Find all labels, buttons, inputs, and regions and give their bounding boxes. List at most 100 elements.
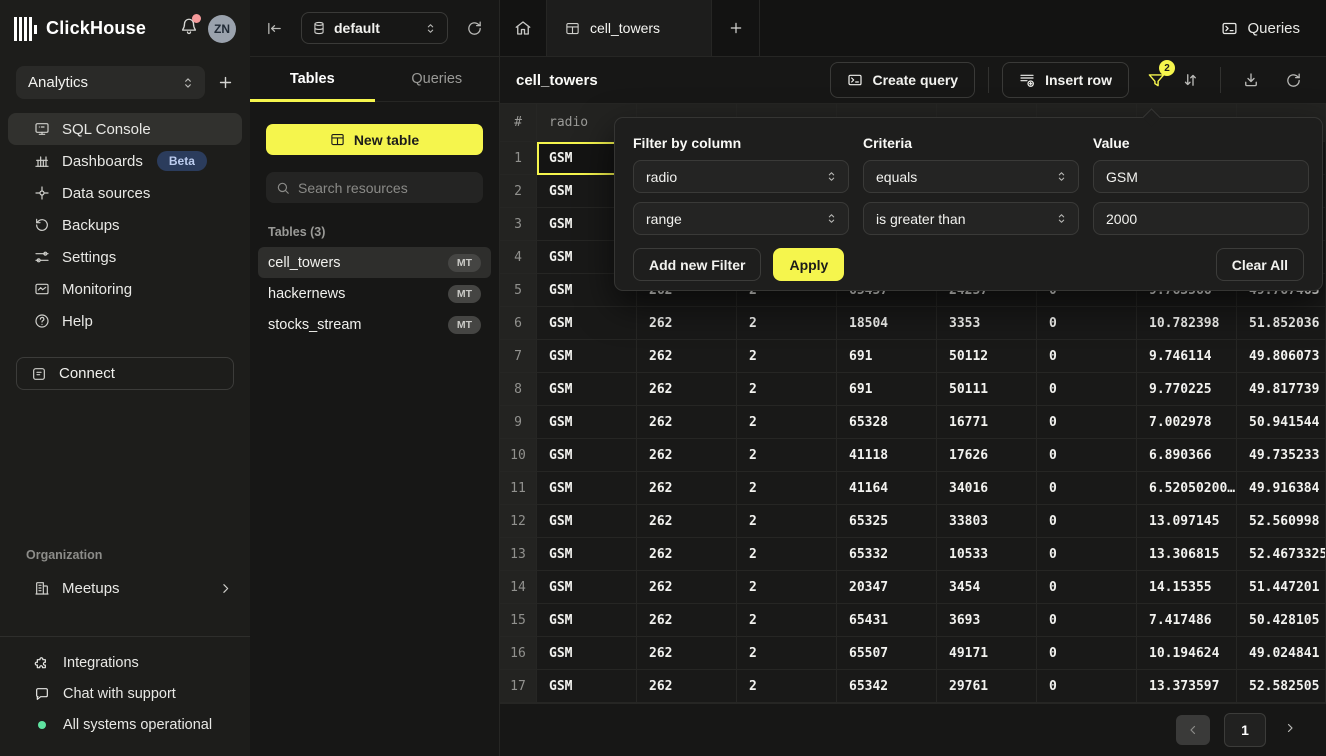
data-cell[interactable]: 262 xyxy=(637,340,737,373)
data-cell[interactable]: GSM xyxy=(537,538,637,571)
data-cell[interactable]: 13.373597 xyxy=(1137,670,1237,703)
data-cell[interactable]: 2 xyxy=(737,505,837,538)
data-cell[interactable]: 2 xyxy=(737,373,837,406)
data-cell[interactable]: 0 xyxy=(1037,505,1137,538)
data-cell[interactable]: GSM xyxy=(537,406,637,439)
data-cell[interactable]: 262 xyxy=(637,406,737,439)
data-cell[interactable]: 691 xyxy=(837,340,937,373)
workspace-select[interactable]: Analytics xyxy=(16,66,205,99)
data-cell[interactable]: 262 xyxy=(637,670,737,703)
sidebar-item-monitoring[interactable]: Monitoring xyxy=(8,273,242,305)
table-list-item-cell_towers[interactable]: cell_towers MT xyxy=(258,247,491,278)
data-cell[interactable]: GSM xyxy=(537,307,637,340)
row-index-cell[interactable]: 13 xyxy=(500,538,537,571)
data-cell[interactable]: 6.890366 xyxy=(1137,439,1237,472)
data-cell[interactable]: 17626 xyxy=(937,439,1037,472)
data-cell[interactable]: 13.097145 xyxy=(1137,505,1237,538)
data-cell[interactable]: 65431 xyxy=(837,604,937,637)
apply-filters-button[interactable]: Apply xyxy=(773,248,845,281)
data-cell[interactable]: 0 xyxy=(1037,406,1137,439)
row-index-cell[interactable]: 17 xyxy=(500,670,537,703)
data-cell[interactable]: 65328 xyxy=(837,406,937,439)
data-cell[interactable]: 2 xyxy=(737,538,837,571)
add-filter-button[interactable]: Add new Filter xyxy=(633,248,762,281)
data-cell[interactable]: 0 xyxy=(1037,340,1137,373)
data-cell[interactable]: 49.916384 xyxy=(1237,472,1326,505)
data-cell[interactable]: 3353 xyxy=(937,307,1037,340)
data-cell[interactable]: 262 xyxy=(637,439,737,472)
data-cell[interactable]: 65332 xyxy=(837,538,937,571)
row-index-cell[interactable]: 14 xyxy=(500,571,537,604)
row-index-cell[interactable]: 4 xyxy=(500,241,537,274)
data-cell[interactable]: 2 xyxy=(737,307,837,340)
data-cell[interactable]: GSM xyxy=(537,604,637,637)
filter-criteria-select[interactable]: equals xyxy=(863,160,1079,193)
row-index-cell[interactable]: 1 xyxy=(500,142,537,175)
filter-column-select[interactable]: radio xyxy=(633,160,849,193)
data-cell[interactable]: 262 xyxy=(637,571,737,604)
data-cell[interactable]: GSM xyxy=(537,571,637,604)
row-index-cell[interactable]: 16 xyxy=(500,637,537,670)
refresh-data-button[interactable] xyxy=(1276,63,1310,97)
avatar[interactable]: ZN xyxy=(208,14,236,43)
data-cell[interactable]: 2 xyxy=(737,439,837,472)
next-page-button[interactable] xyxy=(1280,717,1300,743)
data-cell[interactable]: 65325 xyxy=(837,505,937,538)
data-cell[interactable]: 0 xyxy=(1037,571,1137,604)
data-cell[interactable]: 2 xyxy=(737,670,837,703)
notifications-bell-icon[interactable] xyxy=(180,14,201,40)
data-cell[interactable]: 262 xyxy=(637,373,737,406)
data-cell[interactable]: 13.306815 xyxy=(1137,538,1237,571)
sidebar-item-data-sources[interactable]: Data sources xyxy=(8,177,242,209)
data-cell[interactable]: 0 xyxy=(1037,307,1137,340)
data-cell[interactable]: 41118 xyxy=(837,439,937,472)
data-cell[interactable]: 6.52050200… xyxy=(1137,472,1237,505)
sidebar-item-backups[interactable]: Backups xyxy=(8,209,242,241)
sidebar-item-meetups[interactable]: Meetups xyxy=(8,572,242,604)
table-list-item-stocks_stream[interactable]: stocks_stream MT xyxy=(258,309,491,340)
new-tab-button[interactable] xyxy=(712,0,760,56)
data-cell[interactable]: 262 xyxy=(637,637,737,670)
data-cell[interactable]: 33803 xyxy=(937,505,1037,538)
table-list-item-hackernews[interactable]: hackernews MT xyxy=(258,278,491,309)
filter-criteria-select[interactable]: is greater than xyxy=(863,202,1079,235)
connect-button[interactable]: Connect xyxy=(16,357,234,390)
data-cell[interactable]: 0 xyxy=(1037,472,1137,505)
row-index-cell[interactable]: 15 xyxy=(500,604,537,637)
filter-button[interactable]: 2 xyxy=(1139,60,1175,97)
data-cell[interactable]: 9.770225 xyxy=(1137,373,1237,406)
row-index-cell[interactable]: 8 xyxy=(500,373,537,406)
filter-value-input[interactable] xyxy=(1093,202,1309,235)
data-cell[interactable]: 262 xyxy=(637,307,737,340)
data-cell[interactable]: 2 xyxy=(737,406,837,439)
sidebar-item-sql-console[interactable]: SQL Console xyxy=(8,113,242,145)
data-cell[interactable]: 10533 xyxy=(937,538,1037,571)
data-cell[interactable]: 52.582505 xyxy=(1237,670,1326,703)
data-cell[interactable]: 49.806073 xyxy=(1237,340,1326,373)
data-cell[interactable]: 52.4673325 xyxy=(1237,538,1326,571)
data-cell[interactable]: 49.817739 xyxy=(1237,373,1326,406)
data-cell[interactable]: 65342 xyxy=(837,670,937,703)
add-service-button[interactable] xyxy=(217,74,234,91)
download-button[interactable] xyxy=(1234,63,1268,97)
data-cell[interactable]: 2 xyxy=(737,340,837,373)
data-cell[interactable]: 0 xyxy=(1037,604,1137,637)
queries-button[interactable]: Queries xyxy=(1195,0,1326,56)
data-cell[interactable]: 51.852036 xyxy=(1237,307,1326,340)
row-index-cell[interactable]: 2 xyxy=(500,175,537,208)
data-cell[interactable]: 49.735233 xyxy=(1237,439,1326,472)
data-cell[interactable]: 29761 xyxy=(937,670,1037,703)
row-index-cell[interactable]: 10 xyxy=(500,439,537,472)
data-cell[interactable]: GSM xyxy=(537,505,637,538)
page-number[interactable]: 1 xyxy=(1224,713,1266,747)
row-index-cell[interactable]: 12 xyxy=(500,505,537,538)
data-cell[interactable]: 41164 xyxy=(837,472,937,505)
row-index-cell[interactable]: 7 xyxy=(500,340,537,373)
data-cell[interactable]: 10.782398 xyxy=(1137,307,1237,340)
data-cell[interactable]: 0 xyxy=(1037,439,1137,472)
data-cell[interactable]: 14.15355 xyxy=(1137,571,1237,604)
data-cell[interactable]: 20347 xyxy=(837,571,937,604)
search-resources-input[interactable] xyxy=(298,179,473,196)
filter-column-select[interactable]: range xyxy=(633,202,849,235)
data-cell[interactable]: GSM xyxy=(537,439,637,472)
